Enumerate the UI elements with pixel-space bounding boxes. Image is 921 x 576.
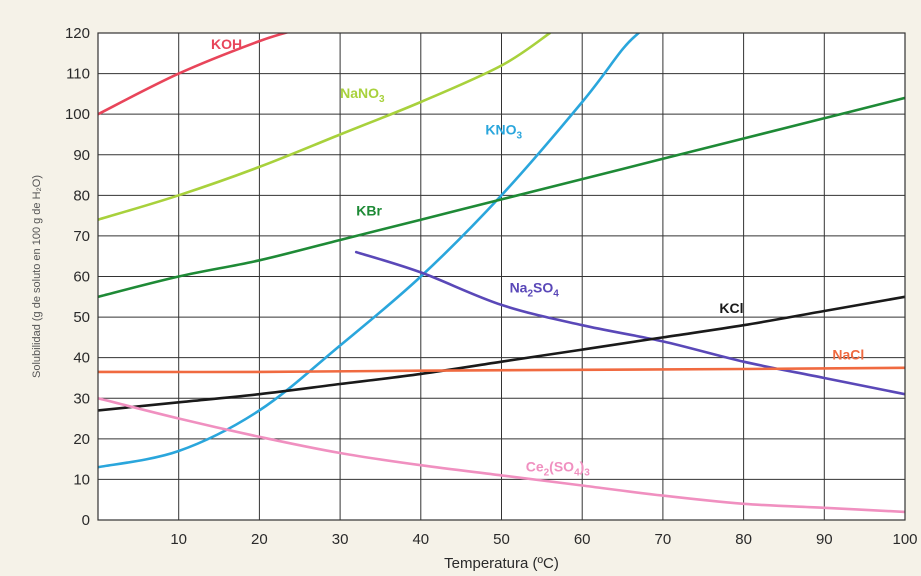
series-label-6: NaCl [832, 347, 864, 363]
series-lines [98, 33, 905, 514]
series-label-4: Na2SO4 [510, 280, 560, 300]
y-tick-label: 110 [66, 66, 90, 83]
series-line-1 [98, 33, 552, 221]
series-label-part: 4 [553, 289, 559, 300]
x-tick-label: 60 [574, 531, 591, 548]
y-tick-label: 70 [73, 228, 90, 245]
series-line-7 [98, 397, 905, 514]
series-label-part: (SO [549, 458, 574, 474]
x-tick-label: 80 [735, 531, 752, 548]
series-label-7: Ce2(SO4)3 [526, 458, 591, 478]
y-tick-label: 60 [73, 269, 90, 286]
series-label-part: 3 [516, 130, 522, 141]
series-label-part: 2 [544, 467, 550, 478]
series-label-part: NaNO [340, 85, 379, 101]
series-label-part: KOH [211, 36, 242, 52]
x-tick-label: 40 [412, 531, 429, 548]
series-label-part: 4 [574, 467, 580, 478]
y-tick-label: 50 [73, 309, 90, 326]
series-line-2 [98, 33, 640, 469]
y-axis-label: Solubilidad (g de soluto en 100 g de H₂O… [31, 175, 43, 378]
series-label-5: KCl [719, 300, 743, 316]
x-tick-label: 70 [655, 531, 672, 548]
series-label-part: KNO [485, 121, 516, 137]
x-tick-label: 30 [332, 531, 349, 548]
y-tick-label: 40 [73, 350, 90, 367]
x-tick-label: 20 [251, 531, 268, 548]
x-tick-label: 90 [816, 531, 833, 548]
series-label-part: KCl [719, 300, 743, 316]
series-line-4 [354, 250, 905, 396]
series-line-0 [98, 33, 290, 116]
x-tick-label: 50 [493, 531, 510, 548]
plot-frame [97, 32, 906, 521]
series-label-part: NaCl [832, 347, 864, 363]
y-tick-label: 80 [73, 187, 90, 204]
tick-labels: 0 10 20 30 40 50 60 70 80 90 100 110 120 10 20 30 40 50 60… [65, 25, 918, 548]
series-label-part: 3 [379, 94, 385, 105]
series-label-part: Ce [526, 458, 544, 474]
series-label-part: SO [533, 280, 553, 296]
series-line-5 [98, 295, 905, 412]
series-label-2: KNO3 [485, 121, 522, 141]
series-label-part: 2 [527, 289, 533, 300]
series-line-3 [98, 96, 905, 299]
y-tick-label: 30 [73, 390, 90, 407]
y-tick-label: 0 [82, 512, 90, 529]
y-tick-label: 10 [73, 471, 90, 488]
x-tick-label: 100 [892, 531, 917, 548]
x-tick-label: 10 [170, 531, 187, 548]
series-label-1: NaNO3 [340, 85, 385, 105]
series-label-0: KOH [211, 36, 242, 52]
y-tick-label: 20 [73, 431, 90, 448]
series-label-3: KBr [356, 203, 382, 219]
x-axis-label: Temperatura (ºC) [444, 555, 559, 572]
series-label-part: Na [510, 280, 528, 296]
series-line-6 [98, 366, 905, 374]
series-label-part: KBr [356, 203, 382, 219]
series-label-part: ) [580, 458, 585, 474]
y-tick-label: 90 [73, 147, 90, 164]
y-tick-label: 120 [65, 25, 90, 42]
series-label-part: 3 [584, 467, 590, 478]
y-tick-label: 100 [65, 106, 90, 123]
